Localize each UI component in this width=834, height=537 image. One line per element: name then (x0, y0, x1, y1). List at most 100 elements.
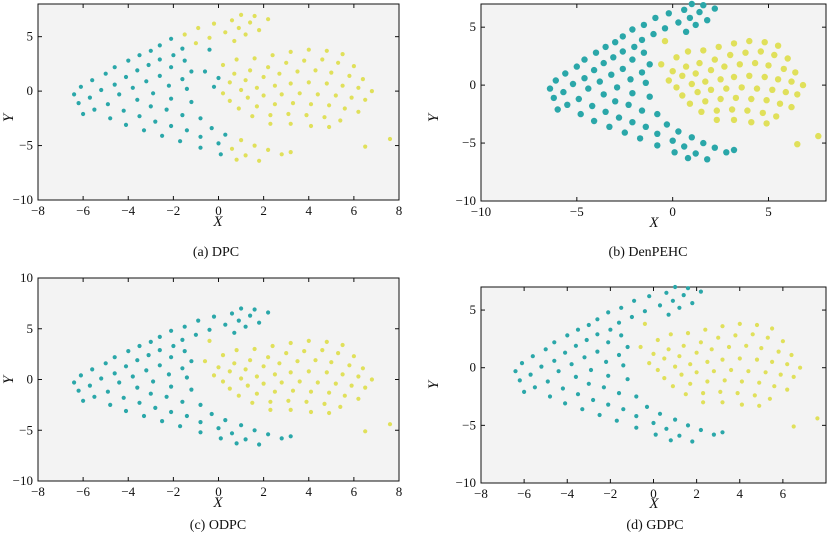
point-cluster-1 (569, 362, 574, 367)
point-cluster-1 (629, 56, 636, 63)
panel-d-gdpc: −8 −6 −4 −2 0 2 4 6 −10 −5 0 5 X Y (d) GDPC (426, 284, 827, 533)
point-cluster-1 (153, 405, 158, 410)
point-cluster-1 (137, 53, 142, 58)
x-tick-label: 6 (351, 203, 358, 218)
point-cluster-2 (243, 153, 248, 158)
point-cluster-1 (591, 397, 596, 403)
point-cluster-1 (602, 43, 609, 51)
point-cluster-1 (686, 14, 694, 22)
point-cluster-1 (252, 307, 257, 312)
point-cluster-1 (625, 101, 632, 109)
point-cluster-1 (625, 344, 630, 350)
point-cluster-1 (229, 431, 235, 436)
panel-b-denpehc: −10 −5 0 5 −10 −5 0 5 X Y (b) DenPEHC (426, 0, 827, 260)
point-cluster-1 (184, 86, 189, 91)
point-cluster-2 (220, 91, 226, 96)
point-cluster-2 (290, 101, 296, 106)
point-cluster-1 (690, 439, 695, 444)
point-cluster-1 (677, 305, 682, 310)
axis-ticks: −8 −6 −4 −2 0 2 4 6 8 −10 −5 0 5 10 (13, 270, 403, 499)
point-cluster-2 (340, 52, 345, 57)
point-cluster-1 (723, 149, 730, 156)
point-cluster-2 (772, 384, 777, 389)
point-cluster-1 (581, 56, 588, 63)
point-cluster-1 (160, 419, 165, 424)
y-tick-label: 5 (27, 29, 34, 44)
point-cluster-2 (665, 77, 672, 84)
x-tick-label: 0 (669, 204, 676, 219)
point-cluster-2 (207, 35, 212, 40)
point-cluster-1 (169, 123, 174, 129)
point-cluster-1 (586, 381, 591, 386)
point-cluster-2 (320, 348, 325, 353)
point-cluster-1 (112, 371, 117, 376)
point-cluster-2 (713, 116, 720, 124)
point-cluster-2 (308, 409, 314, 415)
point-cluster-1 (565, 333, 570, 338)
point-cluster-2 (679, 92, 686, 99)
point-cluster-1 (586, 322, 591, 328)
point-cluster-1 (87, 95, 92, 100)
point-cluster-2 (327, 124, 332, 130)
point-cluster-1 (184, 375, 189, 380)
point-cluster-2 (713, 107, 720, 114)
point-cluster-2 (688, 80, 695, 88)
point-cluster-2 (250, 400, 255, 405)
point-cluster-2 (732, 94, 740, 102)
point-cluster-1 (644, 404, 650, 409)
point-cluster-2 (288, 340, 293, 346)
point-cluster-2 (288, 370, 293, 375)
panel-caption: (d) GDPC (626, 518, 683, 533)
point-cluster-2 (220, 62, 226, 68)
y-tick-label: −5 (462, 417, 476, 432)
point-cluster-2 (694, 370, 699, 375)
point-cluster-1 (581, 75, 588, 82)
point-cluster-2 (306, 80, 311, 85)
point-cluster-2 (268, 121, 273, 126)
point-cluster-1 (103, 361, 108, 366)
point-cluster-2 (707, 66, 715, 74)
point-cluster-1 (189, 387, 194, 392)
point-cluster-1 (266, 432, 271, 437)
point-cluster-2 (728, 106, 736, 113)
x-tick-label: −5 (570, 204, 584, 219)
point-cluster-2 (236, 393, 241, 398)
point-cluster-2 (313, 358, 318, 363)
point-cluster-2 (757, 380, 762, 385)
point-cluster-1 (184, 413, 189, 419)
point-cluster-1 (198, 134, 203, 139)
axis-ticks: −8 −6 −4 −2 0 2 4 6 −10 −5 0 5 (456, 287, 826, 501)
point-cluster-2 (705, 359, 710, 364)
point-cluster-1 (105, 102, 110, 107)
point-cluster-1 (198, 116, 203, 121)
point-cluster-2 (234, 348, 239, 353)
point-cluster-1 (532, 385, 538, 390)
point-cluster-1 (239, 423, 244, 428)
point-cluster-2 (692, 70, 699, 77)
point-cluster-2 (746, 72, 753, 80)
point-cluster-1 (621, 129, 628, 136)
point-cluster-2 (261, 93, 266, 98)
point-cluster-1 (160, 133, 165, 138)
point-cluster-1 (595, 317, 600, 322)
point-cluster-2 (705, 379, 710, 384)
point-cluster-2 (780, 65, 787, 73)
point-cluster-2 (327, 390, 332, 395)
y-tick-label: −10 (13, 473, 33, 488)
point-cluster-2 (791, 374, 796, 379)
point-cluster-2 (761, 73, 768, 81)
point-cluster-2 (662, 376, 667, 381)
point-cluster-1 (105, 389, 110, 394)
y-tick-label: 10 (20, 270, 33, 285)
point-cluster-2 (763, 370, 768, 375)
point-cluster-1 (207, 327, 212, 332)
point-cluster-2 (750, 332, 755, 337)
point-cluster-1 (700, 139, 707, 147)
point-cluster-2 (661, 37, 669, 45)
point-cluster-2 (248, 358, 253, 363)
y-tick-label: 0 (27, 372, 34, 387)
x-tick-label: −8 (31, 203, 45, 218)
point-cluster-1 (141, 128, 147, 133)
point-cluster-1 (223, 322, 228, 327)
point-cluster-2 (272, 102, 277, 107)
